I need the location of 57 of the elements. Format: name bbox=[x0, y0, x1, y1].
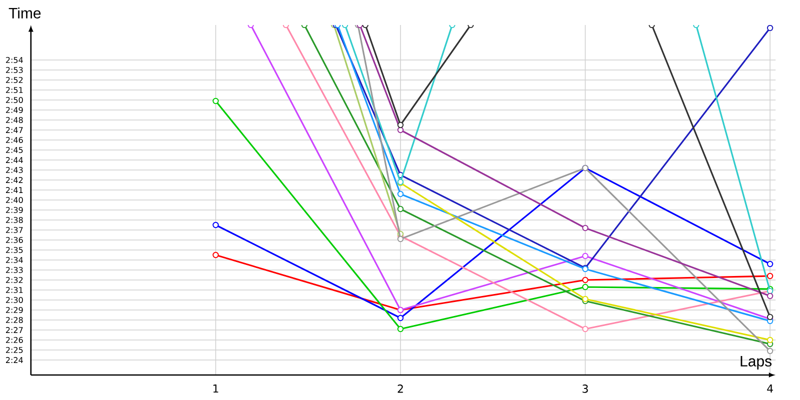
point bbox=[582, 284, 588, 290]
x-tick-label: 1 bbox=[213, 384, 218, 393]
y-tick-label: 2:32 bbox=[6, 276, 23, 284]
y-tick-label: 2:30 bbox=[6, 296, 23, 304]
point bbox=[397, 206, 404, 212]
point bbox=[397, 314, 404, 322]
point bbox=[397, 126, 404, 134]
y-tick-label: 2:25 bbox=[6, 346, 23, 354]
x-axis-title: Laps bbox=[740, 356, 772, 370]
point bbox=[212, 222, 219, 228]
y-tick-label: 2:41 bbox=[6, 187, 23, 193]
y-tick-label: 2:31 bbox=[6, 286, 23, 294]
y-tick-label: 2:49 bbox=[6, 106, 23, 114]
y-tick-label: 2:51 bbox=[6, 86, 23, 94]
point bbox=[766, 292, 774, 300]
y-tick-label: 2:46 bbox=[6, 136, 23, 144]
y-tick-label: 2:48 bbox=[6, 116, 23, 124]
point bbox=[766, 348, 774, 354]
point bbox=[582, 252, 588, 260]
point bbox=[397, 236, 404, 242]
point bbox=[397, 190, 404, 198]
y-tick-label: 2:52 bbox=[6, 76, 23, 84]
y-tick-label: 2:47 bbox=[6, 127, 23, 133]
y-tick-label: 2:44 bbox=[6, 157, 23, 163]
point bbox=[766, 260, 774, 268]
point bbox=[766, 336, 774, 344]
x-tick-label: 4 bbox=[767, 384, 773, 393]
y-tick-label: 2:29 bbox=[6, 306, 23, 314]
y-tick-label: 2:53 bbox=[6, 66, 23, 74]
y-tick-label: 2:28 bbox=[6, 316, 23, 324]
point bbox=[582, 224, 588, 232]
point bbox=[766, 272, 774, 280]
x-tick-label: 2 bbox=[398, 384, 403, 393]
y-tick-label: 2:26 bbox=[6, 336, 23, 344]
y-tick-label: 2:35 bbox=[6, 246, 23, 254]
y-tick-label: 2:54 bbox=[6, 56, 23, 64]
point bbox=[212, 98, 219, 104]
y-tick-label: 2:43 bbox=[6, 166, 23, 174]
y-tick-label: 2:40 bbox=[6, 196, 23, 204]
y-tick-label: 2:42 bbox=[6, 177, 23, 183]
y-tick-label: 2:33 bbox=[6, 266, 23, 274]
y-tick-label: 2:24 bbox=[6, 357, 23, 363]
y-tick-label: 2:27 bbox=[6, 327, 23, 333]
y-tick-label: 2:34 bbox=[6, 256, 23, 264]
y-tick-label: 2:37 bbox=[6, 226, 23, 234]
x-tick-label: 3 bbox=[582, 384, 588, 393]
point bbox=[582, 276, 588, 284]
point bbox=[582, 326, 588, 332]
point bbox=[212, 252, 219, 258]
y-tick-label: 2:38 bbox=[6, 216, 23, 224]
point bbox=[397, 122, 404, 128]
point bbox=[397, 326, 404, 332]
y-tick-label: 2:36 bbox=[6, 236, 23, 244]
y-tick-label: 2:50 bbox=[6, 96, 23, 104]
y-tick-label: 2:39 bbox=[6, 206, 23, 214]
y-tick-label: 2:45 bbox=[6, 146, 23, 154]
y-axis-title: Time bbox=[8, 7, 41, 18]
